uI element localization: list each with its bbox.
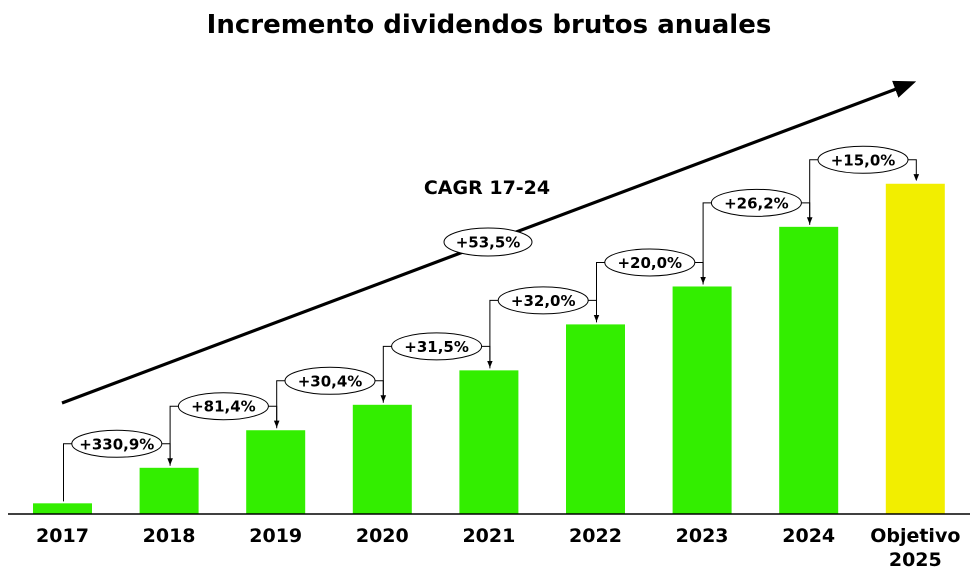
- growth-bubble-1: [71, 429, 163, 458]
- growth-bubble-5: [497, 286, 589, 315]
- growth-label-4: +31,5%: [404, 338, 469, 356]
- x-tick-label-8: 2024: [782, 525, 835, 547]
- cagr-label: CAGR 17-24: [424, 177, 550, 199]
- growth-label-3: +30,4%: [298, 372, 363, 390]
- growth-label-1: +330,9%: [79, 435, 154, 453]
- bar-2021: [459, 370, 519, 514]
- chart-title: Incremento dividendos brutos anuales: [206, 10, 772, 40]
- bar-2019: [246, 430, 306, 514]
- bar-2024: [779, 226, 839, 514]
- x-tick-label-9: Objetivo 2025: [870, 525, 960, 571]
- growth-bubble-4: [391, 332, 483, 361]
- bar-target-2025: [885, 183, 945, 514]
- x-tick-label-6: 2022: [569, 525, 622, 547]
- growth-bubble-8: [817, 145, 909, 174]
- bar-2023: [672, 286, 732, 514]
- bar-2020: [352, 404, 412, 514]
- growth-label-8: +15,0%: [831, 151, 896, 169]
- x-tick-label-3: 2019: [249, 525, 302, 547]
- growth-bubble-2: [177, 392, 269, 421]
- cagr-value: +53,5%: [456, 234, 521, 252]
- growth-bubble-7: [710, 188, 802, 217]
- bar-2022: [566, 324, 625, 514]
- growth-label-7: +26,2%: [724, 194, 789, 212]
- growth-label-5: +32,0%: [511, 292, 576, 310]
- cagr-bubble: [443, 227, 533, 257]
- bar-2018: [139, 467, 199, 514]
- growth-label-6: +20,0%: [617, 254, 682, 272]
- bar-2017: [33, 503, 92, 514]
- growth-label-2: +81,4%: [191, 398, 256, 416]
- growth-bubble-3: [284, 366, 376, 395]
- x-tick-label-5: 2021: [462, 525, 515, 547]
- x-tick-label-7: 2023: [676, 525, 729, 547]
- x-tick-label-2: 2018: [143, 525, 196, 547]
- growth-bubble-6: [604, 248, 696, 277]
- x-tick-label-4: 2020: [356, 525, 409, 547]
- x-tick-label-1: 2017: [36, 525, 89, 547]
